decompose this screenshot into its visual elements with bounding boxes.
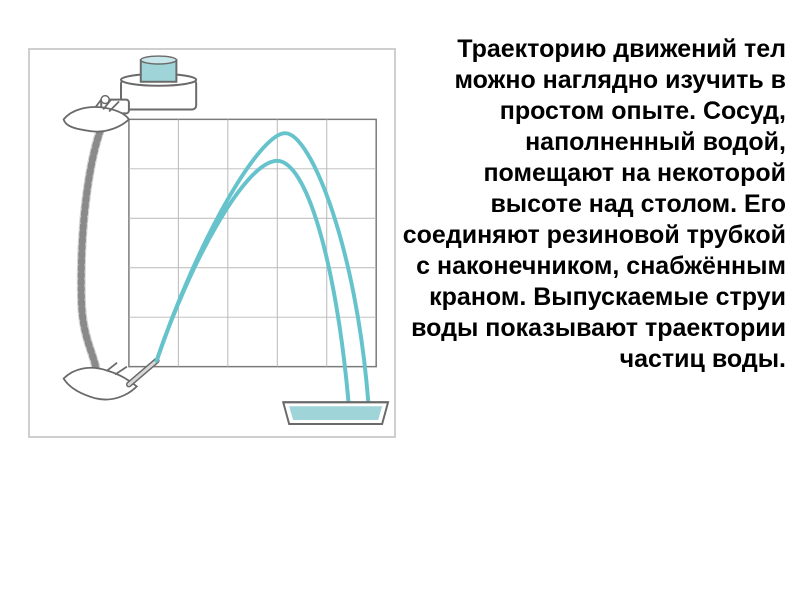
hand-bottom (64, 363, 137, 400)
tray (283, 402, 388, 424)
experiment-diagram (30, 50, 394, 436)
vessel (121, 56, 196, 109)
slide: Траекторию движений тел можно наглядно и… (0, 0, 800, 600)
illustration-frame (28, 48, 396, 438)
nozzle-highlight (129, 361, 157, 385)
description-text: Траекторию движений тел можно наглядно и… (391, 34, 786, 375)
tube (81, 111, 109, 386)
paragraph: Траекторию движений тел можно наглядно и… (391, 34, 786, 375)
